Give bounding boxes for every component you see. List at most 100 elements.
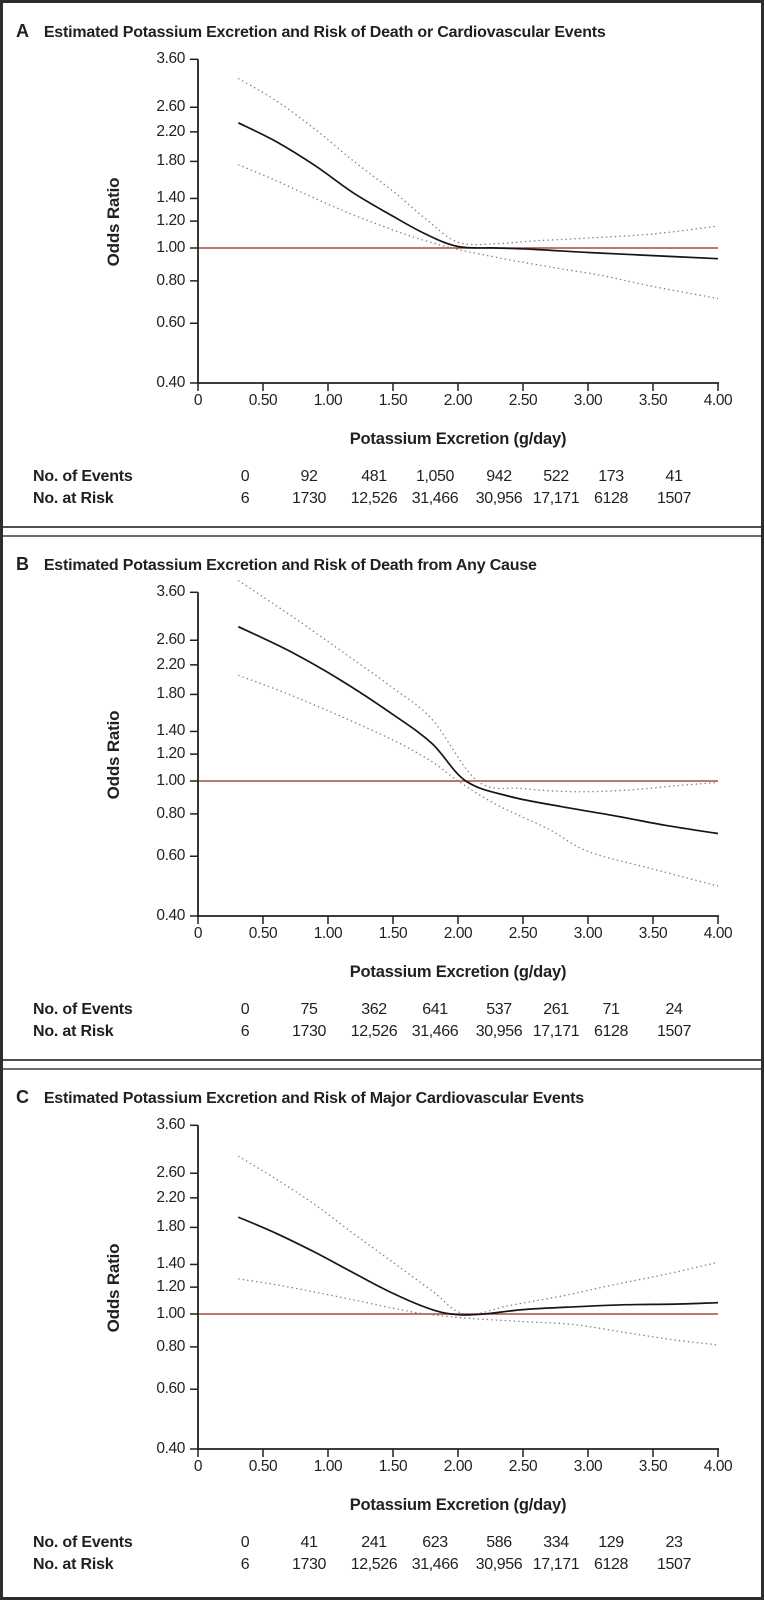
x-tick-label: 0	[193, 1458, 203, 1475]
y-tick-label: 0.40	[156, 1439, 185, 1457]
x-tick-label: 2.50	[508, 392, 538, 409]
upper-95-ci-curve	[237, 579, 719, 793]
x-tick-label: 2.00	[443, 1458, 473, 1475]
x-tick-label: 4.00	[703, 925, 733, 942]
table-cell: 173	[598, 468, 624, 485]
y-tick-label: 3.60	[156, 583, 185, 601]
y-tick-label: 1.80	[156, 685, 185, 703]
y-tick-label: 0.60	[156, 1380, 185, 1398]
y-tick-label: 1.40	[156, 722, 185, 740]
x-tick-label: 3.00	[573, 392, 603, 409]
estimate-curve	[237, 122, 719, 260]
panel-separator	[3, 1059, 761, 1070]
table-cell: 942	[486, 468, 512, 485]
panel-c-title-text: Estimated Potassium Excretion and Risk o…	[43, 1090, 584, 1107]
table-cell: 6	[240, 1556, 250, 1573]
panel-a-x-axis-label: Potassium Excretion (g/day)	[349, 430, 567, 448]
x-tick-label: 3.00	[573, 925, 603, 942]
y-tick-label: 0.40	[156, 373, 185, 391]
table-cell: 6128	[594, 1556, 628, 1573]
y-tick-label: 1.40	[156, 1255, 185, 1273]
table-cell: 24	[665, 1001, 683, 1018]
table-cell: 586	[486, 1534, 512, 1551]
panel-separator	[3, 526, 761, 537]
x-tick-label: 2.00	[443, 925, 473, 942]
estimate-curve	[237, 625, 719, 835]
table-row-label: No. at Risk	[33, 490, 114, 507]
x-tick-label: 0.50	[248, 1458, 278, 1475]
y-tick-label: 2.20	[156, 655, 185, 673]
x-tick-label: 0.50	[248, 925, 278, 942]
y-tick-label: 1.00	[156, 772, 185, 789]
x-tick-label: 2.50	[508, 925, 538, 942]
table-cell: 241	[361, 1534, 387, 1551]
table-cell: 41	[665, 468, 683, 485]
lower-95-ci-curve	[238, 164, 719, 300]
table-cell: 75	[300, 1001, 318, 1018]
table-cell: 17,171	[532, 1556, 580, 1573]
table-cell: 1507	[657, 1023, 691, 1040]
x-tick-label: 3.50	[638, 1458, 668, 1475]
table-row-label: No. at Risk	[33, 1556, 114, 1573]
y-tick-label: 3.60	[156, 1116, 185, 1134]
table-cell: 362	[361, 1001, 387, 1018]
table-cell: 0	[240, 1534, 250, 1551]
y-tick-label: 3.60	[156, 50, 185, 68]
plot-canvas	[190, 58, 719, 1457]
panel-a-title-text: Estimated Potassium Excretion and Risk o…	[43, 24, 606, 41]
panel-b-title: B Estimated Potassium Excretion and Risk …	[16, 554, 537, 575]
y-tick-label: 0.40	[156, 906, 185, 924]
table-cell: 31,466	[411, 1556, 459, 1573]
panel-c-x-axis-label: Potassium Excretion (g/day)	[349, 1496, 567, 1514]
x-tick-label: 4.00	[703, 1458, 733, 1475]
panel-b-letter: B	[16, 554, 29, 574]
y-tick-label: 0.80	[156, 804, 185, 822]
table-cell: 71	[602, 1001, 620, 1018]
table-cell: 641	[422, 1001, 448, 1018]
panel-b-x-axis-label: Potassium Excretion (g/day)	[349, 963, 567, 981]
x-tick-label: 1.50	[378, 925, 408, 942]
panel-c-title: C Estimated Potassium Excretion and Risk …	[16, 1087, 584, 1108]
table-cell: 30,956	[475, 1556, 523, 1573]
x-tick-label: 1.00	[313, 392, 343, 409]
table-cell: 261	[543, 1001, 569, 1018]
table-cell: 92	[300, 468, 318, 485]
panel-b-title-text: Estimated Potassium Excretion and Risk o…	[43, 557, 537, 574]
x-tick-label: 1.00	[313, 1458, 343, 1475]
table-cell: 623	[422, 1534, 448, 1551]
table-cell: 31,466	[411, 490, 459, 507]
table-cell: 1730	[292, 1556, 326, 1573]
lower-95-ci-curve	[238, 1278, 719, 1346]
table-cell: 6128	[594, 490, 628, 507]
y-tick-label: 1.20	[156, 1278, 185, 1296]
table-cell: 12,526	[350, 1023, 398, 1040]
upper-95-ci-curve	[237, 1155, 719, 1316]
table-cell: 30,956	[475, 1023, 523, 1040]
table-cell: 481	[361, 468, 387, 485]
x-tick-label: 3.50	[638, 392, 668, 409]
x-tick-label: 1.50	[378, 1458, 408, 1475]
panel-c-y-axis-label: Odds Ratio	[104, 1243, 123, 1333]
table-cell: 30,956	[475, 490, 523, 507]
table-cell: 522	[543, 468, 569, 485]
table-cell: 12,526	[350, 490, 398, 507]
table-cell: 12,526	[350, 1556, 398, 1573]
table-cell: 1730	[292, 490, 326, 507]
x-tick-label: 0.50	[248, 392, 278, 409]
panel-c-letter: C	[16, 1087, 29, 1107]
y-tick-label: 2.60	[156, 98, 185, 116]
x-tick-label: 1.50	[378, 392, 408, 409]
x-tick-label: 3.50	[638, 925, 668, 942]
table-cell: 17,171	[532, 490, 580, 507]
y-tick-label: 1.80	[156, 152, 185, 170]
panel-a-y-axis-label: Odds Ratio	[104, 177, 123, 267]
table-cell: 6	[240, 1023, 250, 1040]
y-tick-label: 1.00	[156, 239, 185, 256]
table-row-label: No. of Events	[33, 1001, 133, 1018]
y-tick-label: 0.60	[156, 847, 185, 865]
table-cell: 1507	[657, 1556, 691, 1573]
table-cell: 334	[543, 1534, 569, 1551]
panel-a-title: A Estimated Potassium Excretion and Risk …	[16, 21, 606, 42]
table-cell: 6	[240, 490, 250, 507]
y-tick-label: 1.20	[156, 745, 185, 763]
